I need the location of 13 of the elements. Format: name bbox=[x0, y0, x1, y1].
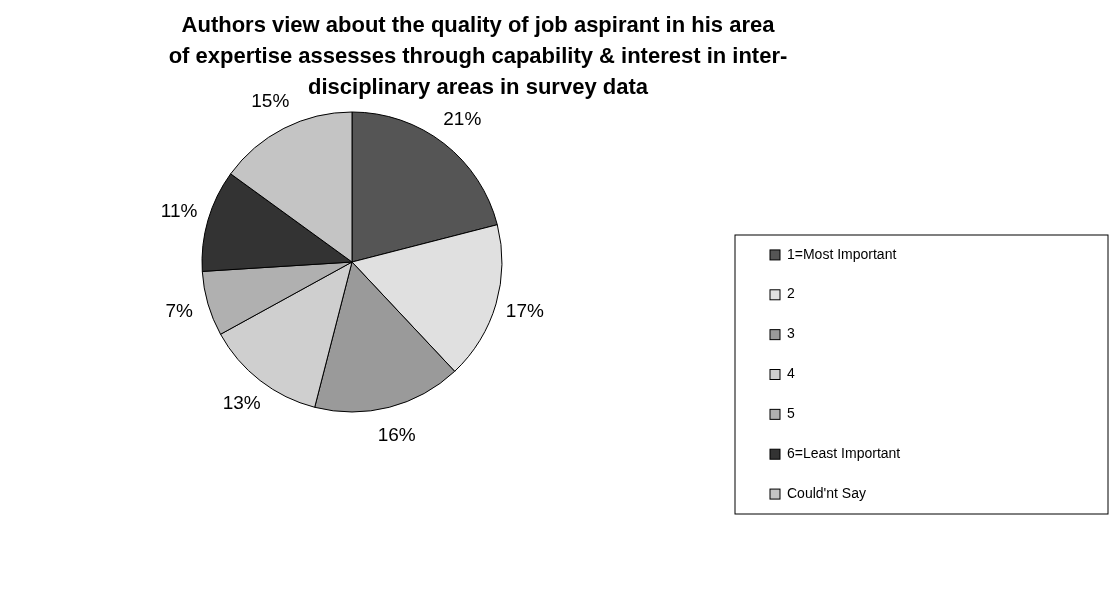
legend-label: 4 bbox=[787, 365, 795, 382]
legend-label: 5 bbox=[787, 405, 795, 422]
data-label: 13% bbox=[222, 392, 261, 414]
legend-label: Could'nt Say bbox=[787, 484, 866, 501]
legend-label: 3 bbox=[787, 325, 795, 342]
legend-label: 6=Least Important bbox=[787, 444, 901, 461]
legend-label: 1=Most Important bbox=[787, 245, 897, 262]
data-label: 17% bbox=[505, 300, 544, 322]
data-label: 11% bbox=[160, 199, 198, 221]
legend-label: 2 bbox=[787, 285, 795, 302]
data-label: 16% bbox=[377, 424, 416, 446]
data-label: 21% bbox=[443, 107, 482, 129]
data-label: 7% bbox=[165, 300, 193, 322]
